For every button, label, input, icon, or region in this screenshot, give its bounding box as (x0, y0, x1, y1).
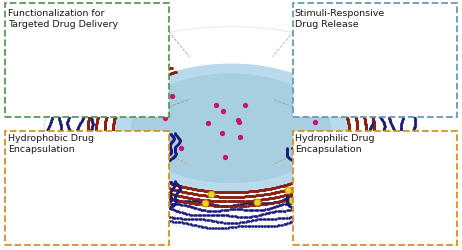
Polygon shape (57, 138, 138, 163)
Circle shape (132, 75, 330, 182)
FancyBboxPatch shape (5, 131, 169, 245)
Text: Functionalization for
Targeted Drug Delivery: Functionalization for Targeted Drug Deli… (8, 9, 118, 29)
Text: Hydrophilic Drug
Encapsulation: Hydrophilic Drug Encapsulation (295, 134, 374, 154)
Circle shape (113, 65, 349, 192)
FancyBboxPatch shape (293, 4, 457, 117)
Circle shape (132, 75, 330, 182)
Circle shape (46, 29, 416, 229)
FancyBboxPatch shape (5, 4, 169, 117)
Circle shape (44, 28, 418, 230)
Text: Stimuli-Responsive
Drug Release: Stimuli-Responsive Drug Release (295, 9, 385, 29)
Text: Hydrophobic Drug
Encapsulation: Hydrophobic Drug Encapsulation (8, 134, 94, 154)
Polygon shape (325, 138, 406, 163)
FancyBboxPatch shape (293, 131, 457, 245)
Polygon shape (57, 185, 138, 211)
Polygon shape (325, 185, 406, 211)
